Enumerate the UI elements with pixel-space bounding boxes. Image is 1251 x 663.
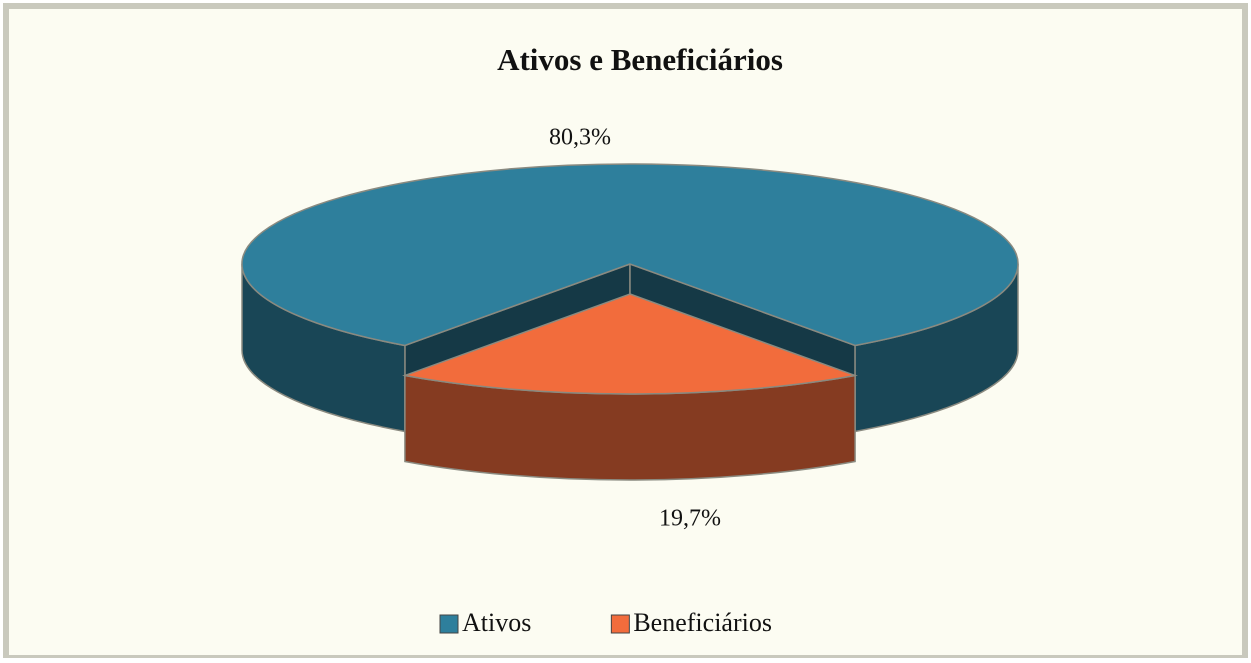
legend-label: Ativos [462,608,531,637]
legend-label: Beneficiários [633,608,772,637]
slice-top [402,293,858,395]
legend-swatch [610,614,630,634]
data-label: 19,7% [659,506,721,532]
legend-swatch [439,614,459,634]
slice-top [241,163,1019,347]
chart-title: Ativos e Beneficiários [497,42,783,77]
data-label: 80,3% [549,125,611,151]
